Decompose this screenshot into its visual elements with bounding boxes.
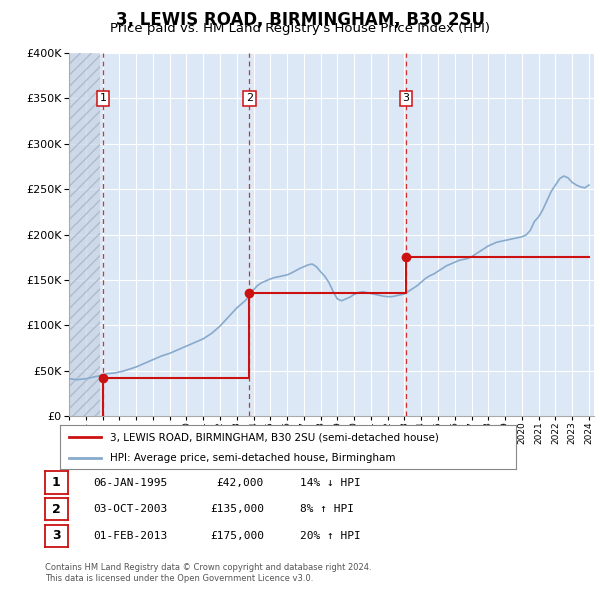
Text: This data is licensed under the Open Government Licence v3.0.: This data is licensed under the Open Gov…	[45, 574, 313, 583]
Text: 03-OCT-2003: 03-OCT-2003	[93, 504, 167, 514]
Text: 3, LEWIS ROAD, BIRMINGHAM, B30 2SU (semi-detached house): 3, LEWIS ROAD, BIRMINGHAM, B30 2SU (semi…	[110, 432, 439, 442]
Text: 01-FEB-2013: 01-FEB-2013	[93, 531, 167, 540]
Text: 2: 2	[246, 93, 253, 103]
Text: HPI: Average price, semi-detached house, Birmingham: HPI: Average price, semi-detached house,…	[110, 453, 395, 463]
Text: 2: 2	[52, 503, 61, 516]
Text: 3: 3	[52, 529, 61, 542]
Text: 1: 1	[52, 476, 61, 489]
Text: £42,000: £42,000	[217, 478, 264, 487]
Text: Price paid vs. HM Land Registry's House Price Index (HPI): Price paid vs. HM Land Registry's House …	[110, 22, 490, 35]
Text: 8% ↑ HPI: 8% ↑ HPI	[300, 504, 354, 514]
Text: 20% ↑ HPI: 20% ↑ HPI	[300, 531, 361, 540]
Text: £135,000: £135,000	[210, 504, 264, 514]
Text: Contains HM Land Registry data © Crown copyright and database right 2024.: Contains HM Land Registry data © Crown c…	[45, 563, 371, 572]
Text: 3, LEWIS ROAD, BIRMINGHAM, B30 2SU: 3, LEWIS ROAD, BIRMINGHAM, B30 2SU	[115, 11, 485, 29]
Text: £175,000: £175,000	[210, 531, 264, 540]
Text: 06-JAN-1995: 06-JAN-1995	[93, 478, 167, 487]
Bar	[69, 53, 100, 416]
Text: 1: 1	[100, 93, 107, 103]
Text: 3: 3	[403, 93, 409, 103]
Text: 14% ↓ HPI: 14% ↓ HPI	[300, 478, 361, 487]
